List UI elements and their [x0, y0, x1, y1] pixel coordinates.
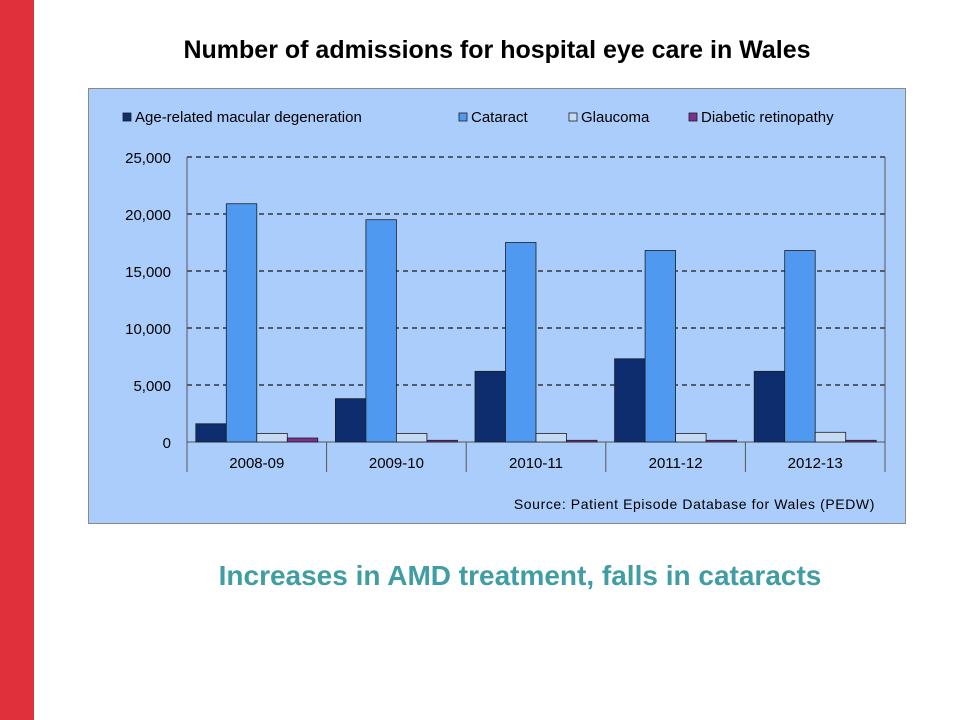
bar — [474, 370, 506, 443]
x-tick-label: 2008-09 — [229, 455, 284, 472]
bar — [845, 439, 877, 443]
chart-source-note: Source: Patient Episode Database for Wal… — [514, 496, 875, 512]
bar — [814, 431, 847, 443]
bar — [644, 250, 676, 443]
bar — [705, 439, 737, 443]
bar — [753, 370, 786, 443]
bar — [505, 242, 537, 443]
legend-label: Diabetic retinopathy — [701, 109, 834, 126]
y-tick-label: 15,000 — [125, 264, 171, 281]
bar — [395, 433, 428, 443]
legend-label: Cataract — [471, 109, 529, 126]
slide-title: Number of admissions for hospital eye ca… — [183, 36, 811, 64]
legend-label: Age-related macular degeneration — [135, 109, 362, 126]
y-tick-label: 20,000 — [125, 207, 171, 224]
chart-panel: 0 5,000 10,000 15,000 20,000 25,000 2008-09 200… — [88, 88, 906, 524]
bar — [225, 203, 258, 443]
bar — [566, 439, 598, 443]
bar — [675, 433, 707, 443]
x-tick-label: 2009-10 — [369, 455, 424, 472]
slide-caption: Increases in AMD treatment, falls in cat… — [218, 560, 822, 591]
x-tick-label: 2012-13 — [788, 455, 843, 472]
bar — [286, 437, 319, 443]
x-tick-label: 2011-12 — [649, 455, 703, 472]
side-accent-bar — [0, 0, 34, 720]
bar — [195, 423, 227, 443]
bar-chart: 0 5,000 10,000 15,000 20,000 25,000 2008-09 200… — [122, 109, 886, 512]
y-tick-label: 0 — [163, 435, 171, 452]
bar — [426, 439, 458, 443]
y-tick-label: 10,000 — [125, 321, 171, 338]
bar — [784, 250, 816, 443]
y-tick-label: 25,000 — [125, 150, 171, 167]
bar — [535, 433, 567, 443]
bar — [365, 219, 397, 443]
x-tick-label: 2010-11 — [509, 455, 563, 472]
legend-swatch — [122, 112, 132, 122]
bar — [614, 358, 646, 443]
legend-label: Glaucoma — [581, 109, 650, 126]
legend-swatch — [568, 112, 578, 122]
y-tick-label: 5,000 — [133, 378, 171, 395]
bar — [256, 433, 288, 443]
legend-swatch — [458, 112, 468, 122]
legend-swatch — [688, 112, 698, 122]
bar — [334, 398, 367, 443]
